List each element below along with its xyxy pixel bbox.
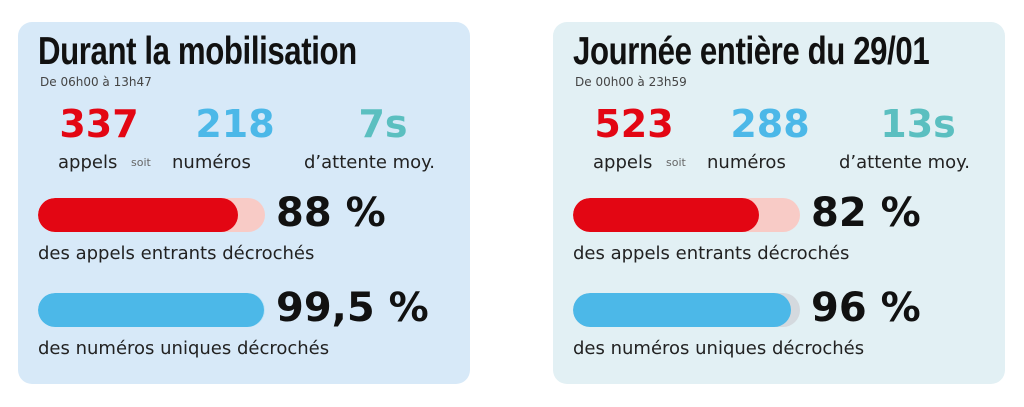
- stat-value: 13s: [880, 102, 956, 146]
- percent-label: 96 %: [811, 285, 921, 331]
- progress-track: [573, 293, 800, 327]
- card-title: Journée entière du 29/01: [573, 30, 930, 73]
- stat-value: 288: [730, 102, 810, 146]
- card-subtitle: De 06h00 à 13h47: [40, 75, 152, 89]
- connector: soit: [131, 156, 151, 169]
- progress-fill: [573, 198, 760, 232]
- card: Durant la mobilisation De 06h00 à 13h47 33…: [18, 22, 470, 384]
- progress-fill: [573, 293, 791, 327]
- stat-label: numéros: [707, 152, 786, 173]
- card-subtitle: De 00h00 à 23h59: [575, 75, 687, 89]
- percent-label: 88 %: [276, 190, 386, 236]
- progress-fill: [38, 198, 238, 232]
- stat-value: 523: [594, 102, 674, 146]
- stat-label: appels: [593, 152, 653, 173]
- stat-label: d’attente moy.: [839, 152, 970, 173]
- card-title: Durant la mobilisation: [38, 30, 357, 73]
- card: Journée entière du 29/01 De 00h00 à 23h59…: [553, 22, 1005, 384]
- stat-value: 7s: [358, 102, 408, 146]
- bar-caption: des numéros uniques décrochés: [38, 338, 330, 359]
- connector: soit: [666, 156, 686, 169]
- stat-label: numéros: [172, 152, 251, 173]
- bar-caption: des appels entrants décrochés: [38, 243, 315, 264]
- stat-value: 337: [59, 102, 139, 146]
- bar-caption: des appels entrants décrochés: [573, 243, 850, 264]
- stat-value: 218: [195, 102, 275, 146]
- stat-label: d’attente moy.: [304, 152, 435, 173]
- percent-label: 82 %: [811, 190, 921, 236]
- bar-caption: des numéros uniques décrochés: [573, 338, 865, 359]
- stat-label: appels: [58, 152, 118, 173]
- percent-label: 99,5 %: [276, 285, 429, 331]
- progress-fill: [38, 293, 264, 327]
- progress-track: [573, 198, 800, 232]
- progress-track: [38, 293, 265, 327]
- progress-track: [38, 198, 265, 232]
